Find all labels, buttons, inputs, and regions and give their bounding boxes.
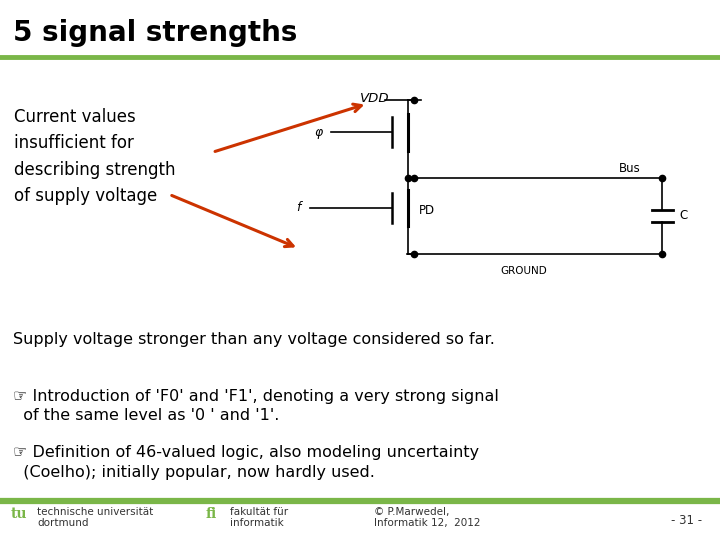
Text: C: C <box>679 210 687 222</box>
Text: Current values
insufficient for
describing strength
of supply voltage: Current values insufficient for describi… <box>14 108 176 205</box>
Text: Bus: Bus <box>619 162 641 175</box>
Text: © P.Marwedel,: © P.Marwedel, <box>374 507 450 517</box>
Text: GROUND: GROUND <box>500 266 547 276</box>
Text: tu: tu <box>11 507 27 521</box>
Text: dortmund: dortmund <box>37 518 89 528</box>
Text: f: f <box>297 201 301 214</box>
Text: - 31 -: - 31 - <box>671 514 702 527</box>
Text: VDD: VDD <box>360 92 390 105</box>
Text: technische universität: technische universität <box>37 507 153 517</box>
Text: informatik: informatik <box>230 518 284 528</box>
Text: fi: fi <box>205 507 217 521</box>
Text: fakultät für: fakultät für <box>230 507 289 517</box>
Text: PD: PD <box>419 204 435 217</box>
Text: Informatik 12,  2012: Informatik 12, 2012 <box>374 518 481 528</box>
Text: Supply voltage stronger than any voltage considered so far.: Supply voltage stronger than any voltage… <box>13 332 495 347</box>
Text: φ: φ <box>315 126 323 139</box>
Text: 5 signal strengths: 5 signal strengths <box>13 19 297 47</box>
Text: ☞ Introduction of 'F0' and 'F1', denoting a very strong signal
  of the same lev: ☞ Introduction of 'F0' and 'F1', denotin… <box>13 389 499 423</box>
Text: ☞ Definition of 46-valued logic, also modeling uncertainty
  (Coelho); initially: ☞ Definition of 46-valued logic, also mo… <box>13 446 479 480</box>
